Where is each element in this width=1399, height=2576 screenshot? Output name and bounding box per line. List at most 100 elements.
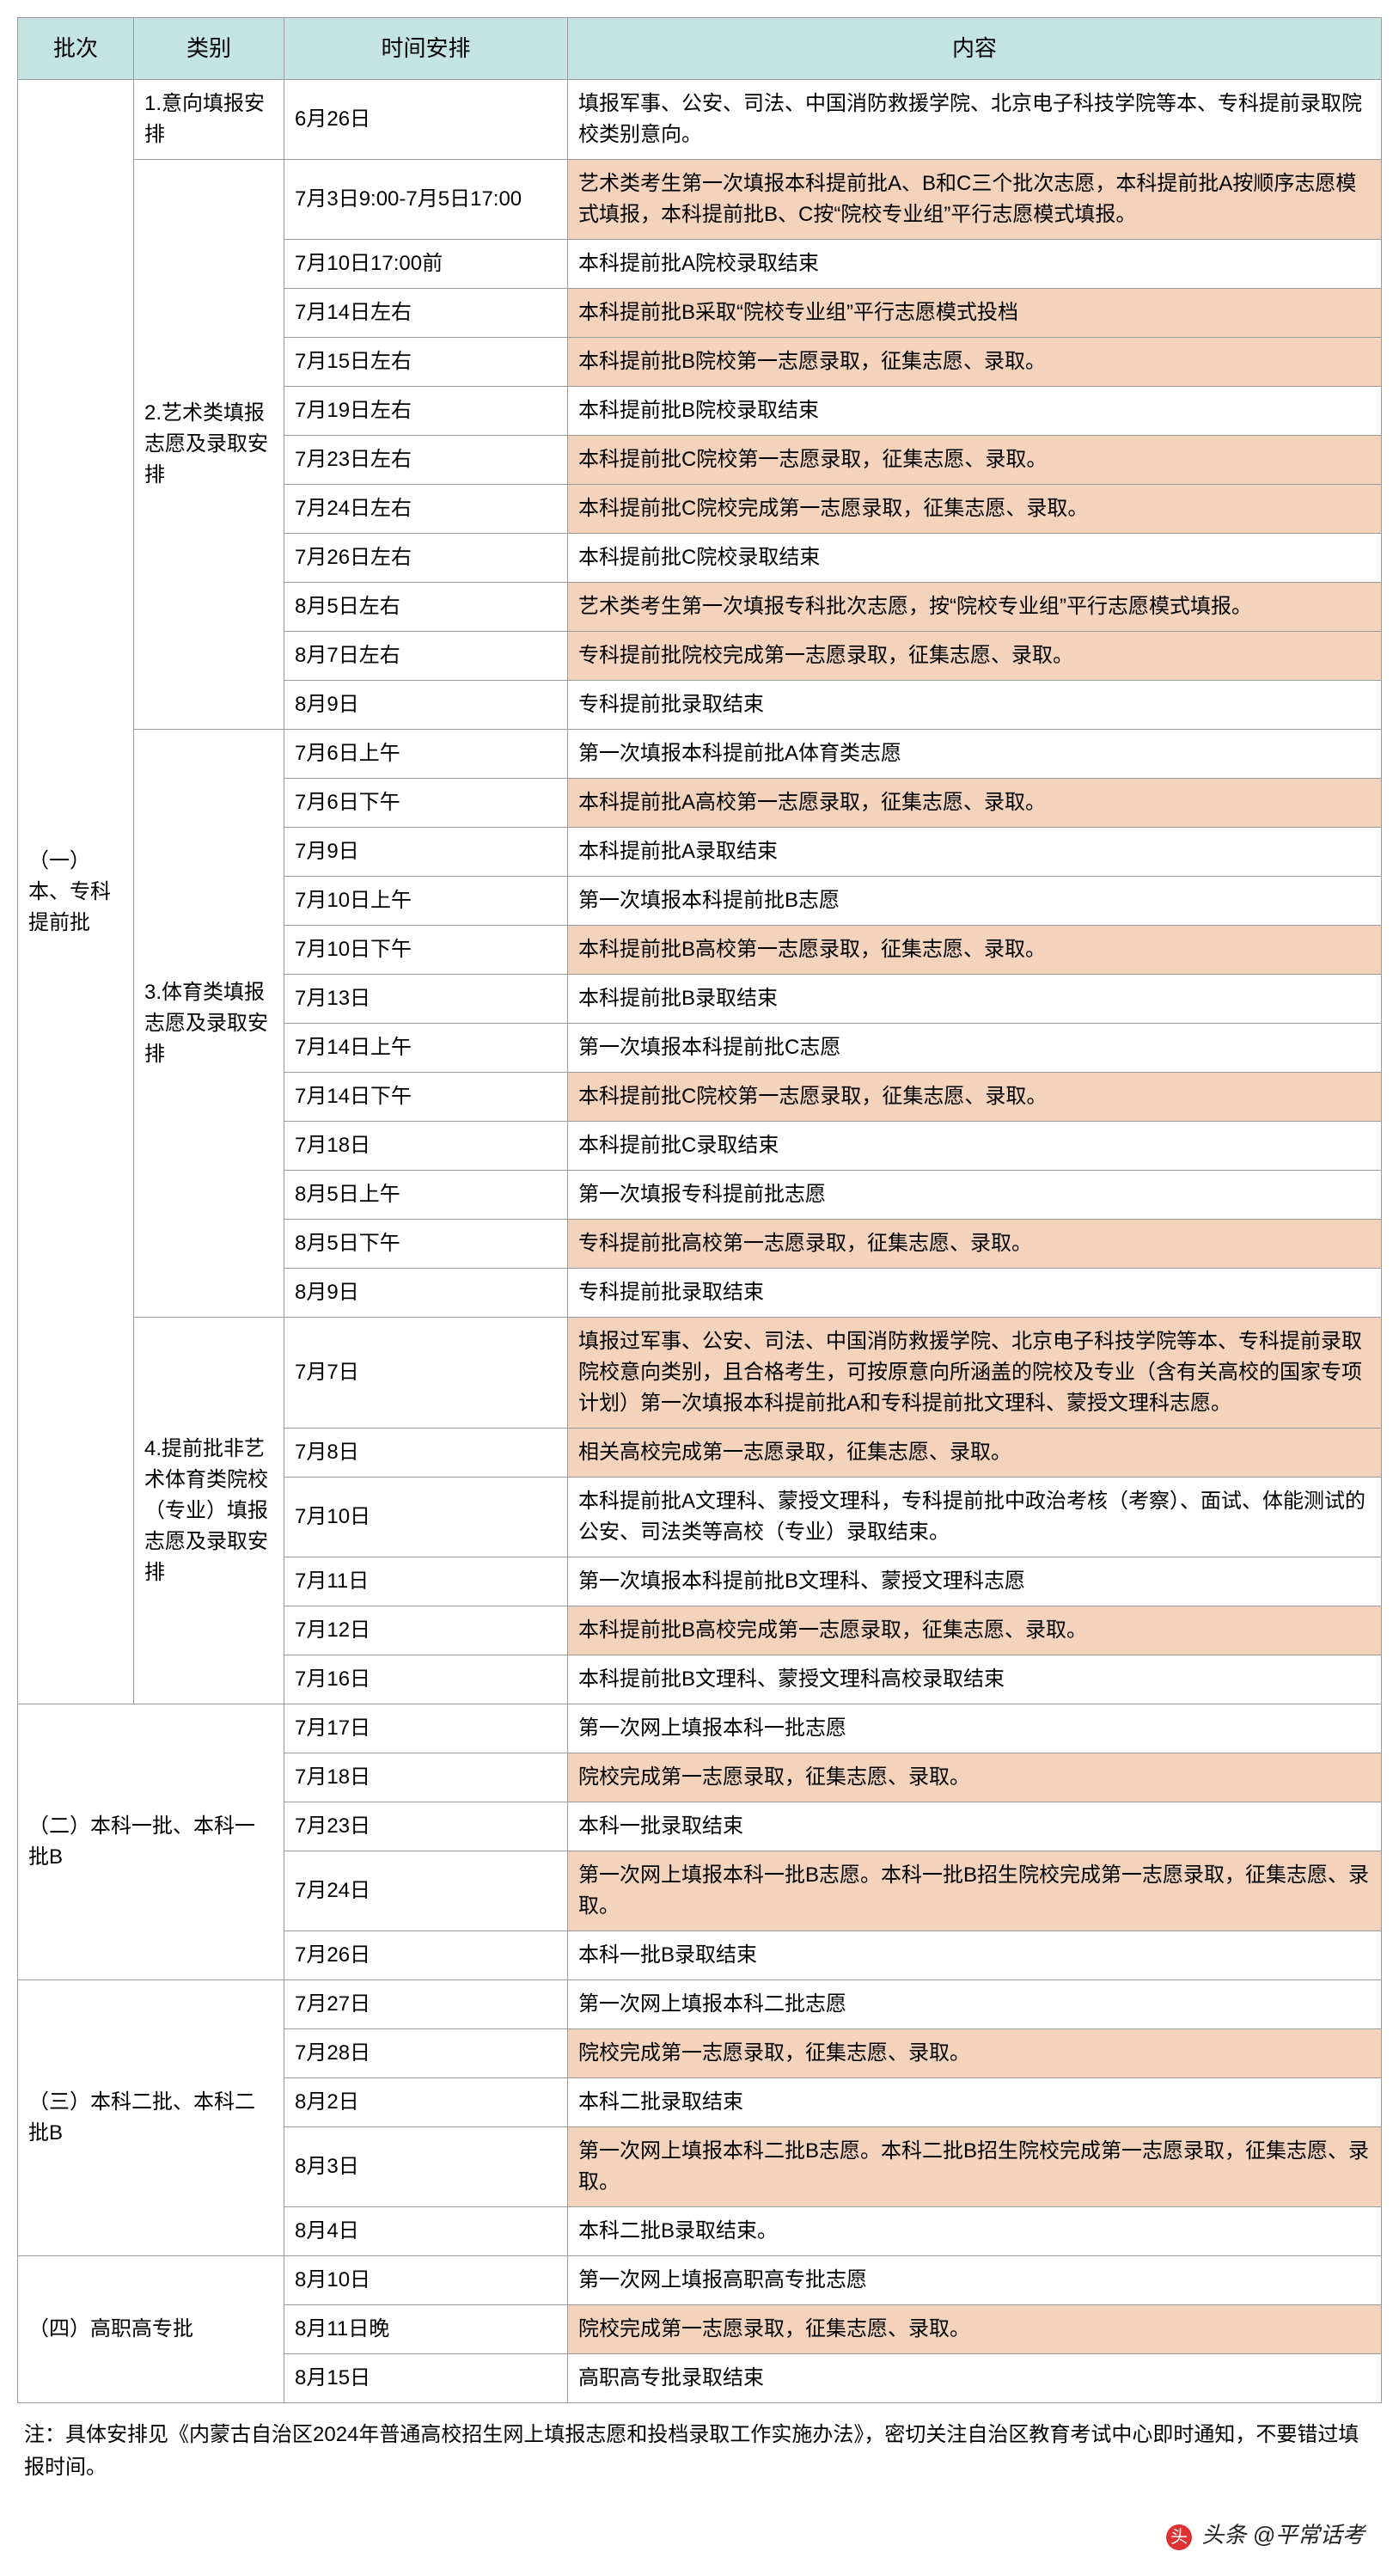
content-cell: 艺术类考生第一次填报专科批次志愿，按“院校专业组”平行志愿模式填报。 <box>568 583 1382 632</box>
source-icon: 头 <box>1166 2524 1192 2550</box>
time-cell: 7月6日上午 <box>284 730 568 779</box>
table-row: （二）本科一批、本科一批B7月17日第一次网上填报本科一批志愿 <box>18 1704 1382 1753</box>
content-cell: 本科提前批B高校完成第一志愿录取，征集志愿、录取。 <box>568 1606 1382 1655</box>
content-cell: 本科提前批B院校第一志愿录取，征集志愿、录取。 <box>568 338 1382 387</box>
time-cell: 7月19日左右 <box>284 387 568 436</box>
time-cell: 7月12日 <box>284 1606 568 1655</box>
header-batch: 批次 <box>18 18 134 80</box>
schedule-table: 批次 类别 时间安排 内容 （一）本、专科提前批1.意向填报安排6月26日填报军… <box>17 17 1382 2403</box>
table-row: 2.艺术类填报志愿及录取安排7月3日9:00-7月5日17:00艺术类考生第一次… <box>18 160 1382 240</box>
header-time: 时间安排 <box>284 18 568 80</box>
content-cell: 第一次填报专科提前批志愿 <box>568 1171 1382 1220</box>
time-cell: 7月6日下午 <box>284 779 568 828</box>
content-cell: 填报过军事、公安、司法、中国消防救援学院、北京电子科技学院等本、专科提前录取院校… <box>568 1318 1382 1429</box>
time-cell: 7月14日左右 <box>284 289 568 338</box>
content-cell: 本科一批录取结束 <box>568 1802 1382 1851</box>
time-cell: 8月5日下午 <box>284 1220 568 1269</box>
batch-cell: （四）高职高专批 <box>18 2256 284 2403</box>
content-cell: 专科提前批录取结束 <box>568 681 1382 730</box>
time-cell: 8月15日 <box>284 2354 568 2403</box>
content-cell: 本科一批B录取结束 <box>568 1931 1382 1980</box>
time-cell: 8月11日晚 <box>284 2305 568 2354</box>
time-cell: 7月10日17:00前 <box>284 240 568 289</box>
category-cell: 1.意向填报安排 <box>134 80 284 160</box>
content-cell: 院校完成第一志愿录取，征集志愿、录取。 <box>568 2305 1382 2354</box>
time-cell: 7月10日下午 <box>284 926 568 975</box>
content-cell: 第一次填报本科提前批B文理科、蒙授文理科志愿 <box>568 1557 1382 1606</box>
time-cell: 8月5日左右 <box>284 583 568 632</box>
content-cell: 本科提前批B院校录取结束 <box>568 387 1382 436</box>
time-cell: 8月2日 <box>284 2078 568 2127</box>
time-cell: 7月10日上午 <box>284 877 568 926</box>
header-content: 内容 <box>568 18 1382 80</box>
content-cell: 第一次网上填报本科一批志愿 <box>568 1704 1382 1753</box>
time-cell: 8月5日上午 <box>284 1171 568 1220</box>
content-cell: 高职高专批录取结束 <box>568 2354 1382 2403</box>
time-cell: 7月24日 <box>284 1851 568 1931</box>
content-cell: 第一次网上填报本科二批B志愿。本科二批B招生院校完成第一志愿录取，征集志愿、录取… <box>568 2127 1382 2207</box>
header-category: 类别 <box>134 18 284 80</box>
batch-cell: （二）本科一批、本科一批B <box>18 1704 284 1980</box>
content-cell: 专科提前批院校完成第一志愿录取，征集志愿、录取。 <box>568 632 1382 681</box>
time-cell: 7月28日 <box>284 2029 568 2078</box>
time-cell: 7月27日 <box>284 1980 568 2029</box>
batch-cell: （三）本科二批、本科二批B <box>18 1980 284 2256</box>
category-cell: 3.体育类填报志愿及录取安排 <box>134 730 284 1318</box>
time-cell: 7月3日9:00-7月5日17:00 <box>284 160 568 240</box>
source-prefix: 头条 <box>1201 2522 1246 2548</box>
time-cell: 7月10日 <box>284 1478 568 1557</box>
time-cell: 7月26日左右 <box>284 534 568 583</box>
time-cell: 7月9日 <box>284 828 568 877</box>
time-cell: 7月8日 <box>284 1429 568 1478</box>
content-cell: 本科提前批A文理科、蒙授文理科，专科提前批中政治考核（考察）、面试、体能测试的公… <box>568 1478 1382 1557</box>
table-row: （四）高职高专批8月10日第一次网上填报高职高专批志愿 <box>18 2256 1382 2305</box>
time-cell: 7月11日 <box>284 1557 568 1606</box>
table-row: （三）本科二批、本科二批B7月27日第一次网上填报本科二批志愿 <box>18 1980 1382 2029</box>
time-cell: 7月13日 <box>284 975 568 1024</box>
time-cell: 7月23日 <box>284 1802 568 1851</box>
content-cell: 本科提前批A高校第一志愿录取，征集志愿、录取。 <box>568 779 1382 828</box>
content-cell: 相关高校完成第一志愿录取，征集志愿、录取。 <box>568 1429 1382 1478</box>
source-footer: 头 头条 @平常话考 <box>17 2492 1382 2559</box>
content-cell: 本科提前批C院校录取结束 <box>568 534 1382 583</box>
content-cell: 第一次填报本科提前批B志愿 <box>568 877 1382 926</box>
content-cell: 专科提前批高校第一志愿录取，征集志愿、录取。 <box>568 1220 1382 1269</box>
content-cell: 院校完成第一志愿录取，征集志愿、录取。 <box>568 2029 1382 2078</box>
content-cell: 第一次网上填报本科二批志愿 <box>568 1980 1382 2029</box>
time-cell: 7月17日 <box>284 1704 568 1753</box>
content-cell: 本科提前批B高校第一志愿录取，征集志愿、录取。 <box>568 926 1382 975</box>
content-cell: 专科提前批录取结束 <box>568 1269 1382 1318</box>
content-cell: 本科提前批C院校第一志愿录取，征集志愿、录取。 <box>568 1073 1382 1122</box>
table-row: （一）本、专科提前批1.意向填报安排6月26日填报军事、公安、司法、中国消防救援… <box>18 80 1382 160</box>
time-cell: 8月10日 <box>284 2256 568 2305</box>
table-row: 3.体育类填报志愿及录取安排7月6日上午第一次填报本科提前批A体育类志愿 <box>18 730 1382 779</box>
content-cell: 本科提前批C院校完成第一志愿录取，征集志愿、录取。 <box>568 485 1382 534</box>
content-cell: 本科二批录取结束 <box>568 2078 1382 2127</box>
category-cell: 2.艺术类填报志愿及录取安排 <box>134 160 284 730</box>
time-cell: 7月7日 <box>284 1318 568 1429</box>
time-cell: 7月24日左右 <box>284 485 568 534</box>
footnote: 注：具体安排见《内蒙古自治区2024年普通高校招生网上填报志愿和投档录取工作实施… <box>17 2403 1382 2492</box>
content-cell: 第一次填报本科提前批C志愿 <box>568 1024 1382 1073</box>
content-cell: 院校完成第一志愿录取，征集志愿、录取。 <box>568 1753 1382 1802</box>
source-handle: @平常话考 <box>1253 2522 1365 2548</box>
time-cell: 8月7日左右 <box>284 632 568 681</box>
content-cell: 本科提前批A录取结束 <box>568 828 1382 877</box>
time-cell: 7月26日 <box>284 1931 568 1980</box>
time-cell: 7月18日 <box>284 1122 568 1171</box>
content-cell: 本科二批B录取结束。 <box>568 2207 1382 2256</box>
time-cell: 7月14日上午 <box>284 1024 568 1073</box>
content-cell: 第一次网上填报高职高专批志愿 <box>568 2256 1382 2305</box>
content-cell: 第一次网上填报本科一批B志愿。本科一批B招生院校完成第一志愿录取，征集志愿、录取… <box>568 1851 1382 1931</box>
content-cell: 本科提前批B录取结束 <box>568 975 1382 1024</box>
batch-cell: （一）本、专科提前批 <box>18 80 134 1704</box>
time-cell: 8月9日 <box>284 1269 568 1318</box>
time-cell: 7月15日左右 <box>284 338 568 387</box>
content-cell: 本科提前批B文理科、蒙授文理科高校录取结束 <box>568 1655 1382 1704</box>
content-cell: 第一次填报本科提前批A体育类志愿 <box>568 730 1382 779</box>
time-cell: 8月3日 <box>284 2127 568 2207</box>
table-row: 4.提前批非艺术体育类院校（专业）填报志愿及录取安排7月7日填报过军事、公安、司… <box>18 1318 1382 1429</box>
content-cell: 填报军事、公安、司法、中国消防救援学院、北京电子科技学院等本、专科提前录取院校类… <box>568 80 1382 160</box>
time-cell: 8月9日 <box>284 681 568 730</box>
content-cell: 艺术类考生第一次填报本科提前批A、B和C三个批次志愿，本科提前批A按顺序志愿模式… <box>568 160 1382 240</box>
